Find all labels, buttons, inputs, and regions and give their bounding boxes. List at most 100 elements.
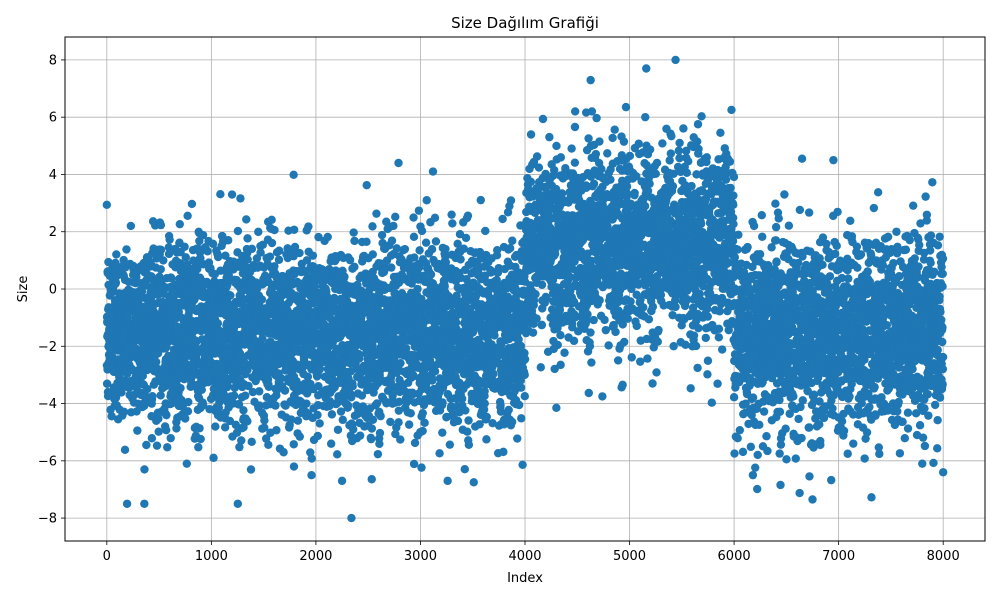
data-point bbox=[183, 211, 192, 221]
data-point bbox=[404, 420, 414, 429]
data-point bbox=[120, 445, 130, 455]
data-point bbox=[463, 427, 472, 436]
data-point bbox=[181, 414, 190, 423]
data-point bbox=[112, 250, 121, 259]
data-point bbox=[154, 427, 163, 436]
data-point bbox=[166, 433, 175, 443]
data-point bbox=[293, 416, 303, 425]
data-point bbox=[111, 278, 121, 288]
data-point bbox=[220, 423, 230, 432]
data-point bbox=[195, 424, 204, 433]
data-point bbox=[302, 399, 311, 408]
data-point bbox=[154, 414, 163, 423]
data-point bbox=[595, 296, 604, 305]
data-point bbox=[242, 215, 251, 224]
data-point bbox=[586, 75, 595, 85]
data-point bbox=[148, 391, 157, 401]
data-point bbox=[182, 459, 191, 468]
data-point bbox=[162, 410, 171, 420]
data-point bbox=[375, 439, 384, 448]
data-point bbox=[430, 367, 440, 376]
data-point bbox=[227, 190, 237, 199]
data-point bbox=[366, 434, 376, 444]
data-point bbox=[247, 437, 256, 447]
data-point bbox=[413, 284, 422, 294]
data-point bbox=[552, 141, 561, 151]
data-point bbox=[117, 388, 126, 397]
data-point bbox=[313, 431, 322, 441]
data-point bbox=[604, 341, 613, 350]
data-point bbox=[553, 340, 562, 350]
data-point bbox=[517, 414, 526, 423]
data-point bbox=[338, 415, 347, 425]
data-point bbox=[213, 319, 223, 328]
data-point bbox=[162, 425, 171, 435]
data-point bbox=[243, 234, 252, 243]
data-point bbox=[569, 336, 579, 346]
data-point bbox=[295, 248, 304, 258]
data-point bbox=[233, 499, 243, 508]
data-point bbox=[603, 149, 612, 158]
data-point bbox=[107, 412, 116, 421]
data-point bbox=[140, 499, 149, 508]
data-point bbox=[264, 440, 273, 450]
data-point bbox=[198, 230, 208, 240]
data-point bbox=[367, 475, 376, 484]
data-point bbox=[445, 440, 455, 449]
data-points bbox=[102, 55, 948, 523]
data-point bbox=[418, 408, 427, 418]
data-point bbox=[447, 210, 456, 219]
data-point bbox=[591, 149, 601, 159]
data-point bbox=[531, 289, 540, 299]
data-point bbox=[243, 417, 252, 426]
data-point bbox=[373, 449, 383, 459]
data-point bbox=[303, 372, 313, 381]
data-point bbox=[142, 440, 151, 450]
data-point bbox=[507, 417, 517, 427]
data-point bbox=[589, 315, 598, 325]
data-point bbox=[532, 152, 542, 161]
data-point bbox=[102, 200, 112, 210]
data-point bbox=[427, 245, 437, 254]
data-point bbox=[362, 237, 371, 247]
data-point bbox=[464, 440, 474, 449]
data-point bbox=[438, 398, 447, 407]
data-point bbox=[526, 130, 536, 139]
data-point bbox=[435, 449, 444, 458]
data-point bbox=[621, 102, 631, 112]
data-point bbox=[508, 236, 517, 245]
data-point bbox=[265, 252, 275, 261]
data-point bbox=[545, 132, 554, 142]
data-point bbox=[611, 327, 620, 337]
data-point bbox=[209, 453, 218, 463]
data-point bbox=[430, 213, 440, 223]
data-point bbox=[368, 222, 377, 231]
data-point bbox=[355, 354, 364, 363]
data-point bbox=[570, 122, 580, 132]
chart-title: Size Dağılım Grafiği bbox=[451, 14, 599, 32]
data-point bbox=[595, 137, 604, 146]
data-point bbox=[147, 434, 157, 443]
data-point bbox=[126, 221, 136, 231]
data-point bbox=[229, 391, 239, 400]
data-point bbox=[156, 245, 166, 255]
data-point bbox=[176, 383, 185, 393]
data-point bbox=[225, 416, 235, 426]
data-point bbox=[350, 236, 359, 246]
data-point bbox=[476, 195, 485, 205]
data-point bbox=[481, 226, 490, 236]
data-point bbox=[133, 426, 142, 435]
data-point bbox=[183, 407, 193, 416]
data-point bbox=[606, 175, 615, 184]
data-point bbox=[418, 426, 427, 436]
data-point bbox=[538, 114, 548, 124]
data-point bbox=[241, 391, 250, 400]
data-point bbox=[239, 406, 248, 415]
data-point bbox=[460, 465, 469, 474]
data-point bbox=[619, 137, 629, 146]
data-point bbox=[482, 435, 491, 444]
data-point bbox=[589, 179, 599, 188]
data-point bbox=[236, 194, 245, 203]
data-point bbox=[122, 245, 131, 254]
data-point bbox=[584, 134, 593, 143]
